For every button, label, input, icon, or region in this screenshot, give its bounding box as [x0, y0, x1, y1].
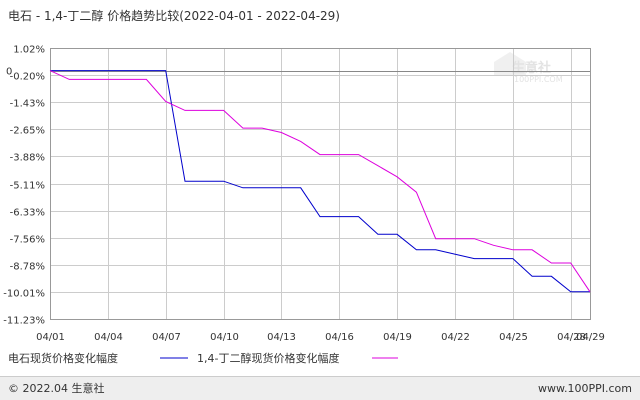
y-tick-label: -2.65%	[10, 126, 45, 137]
series-lines	[49, 70, 591, 293]
footer-copyright: © 2022.04 生意社	[8, 381, 104, 395]
y-tick-label: -6.33%	[10, 208, 45, 219]
x-tick-label: 04/04	[94, 332, 123, 343]
grid-lines	[50, 48, 591, 320]
y-tick-label: -0.20%	[10, 72, 45, 83]
y-tick-label: -11.23%	[3, 316, 45, 327]
x-tick-label: 04/25	[499, 332, 528, 343]
y-tick-label: -3.88%	[10, 153, 45, 164]
y-tick-label: -7.56%	[10, 235, 45, 246]
series-line-2	[49, 70, 591, 293]
watermark-logo: 生意社 100PPI.COM	[494, 52, 563, 84]
y-tick-label: 1.02%	[13, 45, 45, 56]
axes	[50, 48, 591, 320]
legend-label-series1: 电石现货价格变化幅度	[8, 351, 118, 365]
x-tick-label: 04/29	[576, 332, 605, 343]
footer-website: www.100PPI.com	[538, 382, 632, 395]
x-tick-label: 04/10	[210, 332, 239, 343]
x-tick-label: 04/07	[152, 332, 181, 343]
x-tick-label: 04/13	[267, 332, 296, 343]
x-tick-label: 04/16	[325, 332, 354, 343]
legend: 电石现货价格变化幅度 1,4-丁二醇现货价格变化幅度	[8, 351, 398, 365]
chart-title: 电石 - 1,4-丁二醇 价格趋势比较(2022-04-01 - 2022-04…	[8, 8, 340, 23]
y-tick-label: -5.11%	[10, 181, 45, 192]
footer-bar	[0, 377, 640, 400]
series-line-1	[50, 70, 590, 293]
y-tick-label: -8.78%	[10, 262, 45, 273]
plot-frame	[50, 48, 591, 320]
watermark-site: 100PPI.COM	[514, 75, 563, 84]
y-axis-labels: 1.02% -0.20% -1.43% -2.65% -3.88% -5.11% -6.33…	[3, 45, 45, 327]
watermark-logo-icon	[494, 52, 526, 76]
x-tick-label: 04/28	[557, 332, 586, 343]
x-tick-label: 04/19	[383, 332, 412, 343]
x-tick-label: 04/01	[36, 332, 65, 343]
zero-label: 0	[6, 67, 12, 78]
y-tick-label: -1.43%	[10, 99, 45, 110]
y-tick-label: -10.01%	[3, 289, 45, 300]
legend-label-series2: 1,4-丁二醇现货价格变化幅度	[197, 351, 339, 365]
x-axis-labels: 04/01 04/04 04/07 04/10 04/13 04/16 04/19 04/22…	[36, 332, 605, 343]
x-tick-label: 04/22	[441, 332, 470, 343]
watermark-name: 生意社	[512, 60, 551, 76]
